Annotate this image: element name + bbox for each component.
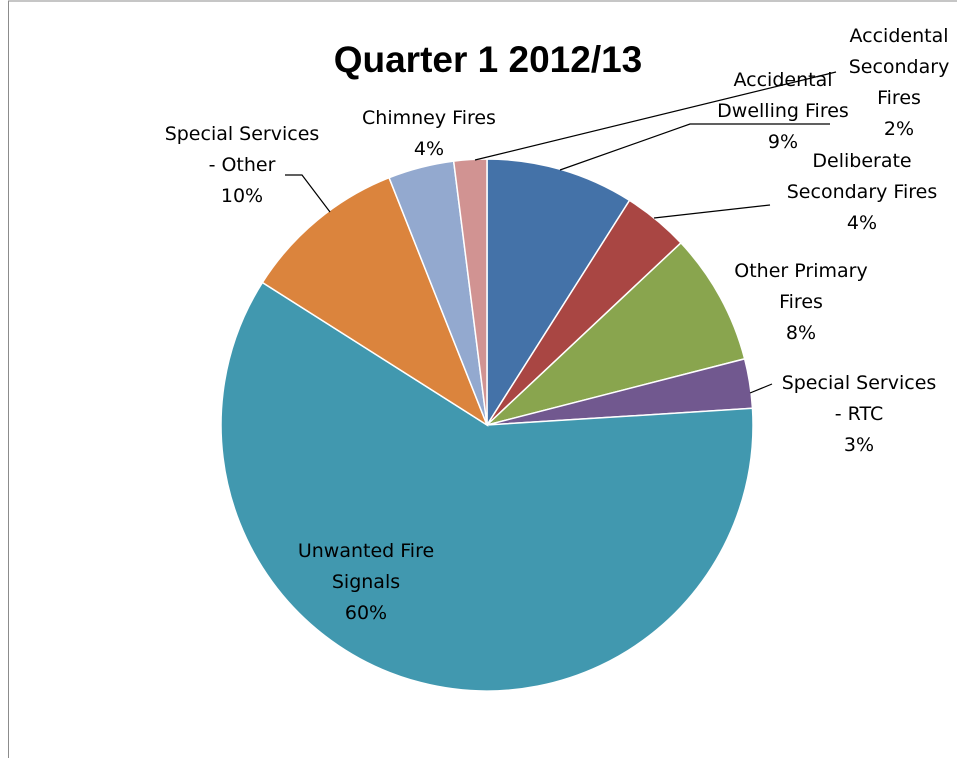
chart-title: Quarter 1 2012/13 [334, 39, 643, 80]
leader-line [749, 383, 773, 394]
slice-label: Unwanted Fire Signals 60% [298, 540, 434, 624]
pie-slices [220, 158, 754, 692]
slice-label-line: - RTC [835, 403, 883, 425]
leader-line [653, 204, 771, 219]
pie-slice [261, 176, 489, 427]
slice-percent: 4% [847, 212, 877, 234]
slice-percent: 2% [884, 118, 914, 140]
slice-label-line: Secondary [849, 56, 950, 78]
slice-label-line: Signals [332, 571, 400, 593]
pie-slice [486, 241, 746, 426]
slice-label-line: Fires [877, 87, 921, 109]
slice-percent: 9% [768, 131, 798, 153]
slice-percent: 3% [844, 434, 874, 456]
slice-label: Chimney Fires 4% [362, 107, 496, 160]
leader-lines [285, 71, 837, 394]
slice-label: Other Primary Fires 8% [734, 260, 867, 344]
slice-percent: 4% [414, 138, 444, 160]
slice-label: Deliberate Secondary Fires 4% [787, 150, 937, 234]
slice-label-line: Other Primary [734, 260, 867, 282]
slice-label: Special Services - Other 10% [165, 123, 320, 207]
slice-percent: 8% [786, 322, 816, 344]
slice-labels: Accidental Dwelling Fires 9% Deliberate Seco… [165, 25, 950, 624]
pie-slice [220, 281, 754, 692]
leader-line [474, 71, 837, 161]
slice-label-line: Unwanted Fire [298, 540, 434, 562]
slice-label-line: Dwelling Fires [717, 100, 849, 122]
leader-line [559, 123, 830, 171]
slice-label-line: - Other [209, 154, 276, 176]
slice-percent: 10% [221, 185, 263, 207]
slice-percent: 60% [345, 602, 387, 624]
slice-label-line: Deliberate [812, 150, 911, 172]
slice-label-line: Special Services [782, 372, 937, 394]
leader-line [285, 174, 331, 213]
slice-label: Accidental Secondary Fires 2% [849, 25, 950, 140]
slice-label-line: Accidental [734, 69, 833, 91]
slice-label: Special Services - RTC 3% [782, 372, 937, 456]
slice-label-line: Chimney Fires [362, 107, 496, 129]
slice-label-line: Secondary Fires [787, 181, 937, 203]
pie-slice [452, 158, 488, 426]
slice-label-line: Fires [779, 291, 823, 313]
slice-label-line: Special Services [165, 123, 320, 145]
slice-label-line: Accidental [850, 25, 949, 47]
slice-label: Accidental Dwelling Fires 9% [717, 69, 849, 153]
